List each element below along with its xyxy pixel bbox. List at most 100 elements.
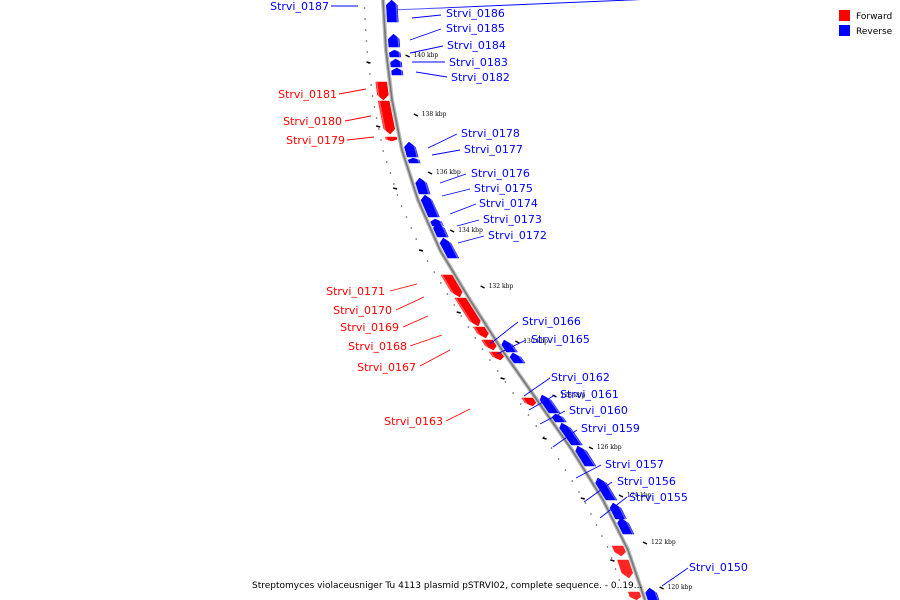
kbp-tick-label: 138 kbp [422,111,447,118]
kbp-tick-mark [427,171,433,175]
kbp-tick-mark [552,394,557,398]
gene-arrow-highlight [441,274,456,298]
kbp-tick-mark [514,340,520,344]
gene-arrow-highlight [396,0,573,11]
gene-arrow-highlight [385,136,388,142]
gene-label: Strvi_0161 [560,388,619,401]
kbp-tick-mark [405,54,410,58]
position-dot [375,117,378,119]
backbone-line [382,0,646,600]
position-dot [382,150,385,152]
backbone-layer [381,0,647,600]
gene-label-leader [661,567,689,587]
kbp-tick-mark [480,285,485,289]
gene-label: Strvi_0170 [333,304,392,317]
gene-label-leader [599,496,628,519]
gene-arrow [433,222,449,238]
gene-label-leader [439,173,467,184]
gene-arrow [420,194,440,218]
gene-arrow [415,177,431,195]
gene-label-leader [523,377,551,397]
gene-label: Strvi_0157 [605,458,664,471]
gene-arrow-highlight [473,326,482,339]
inner-tick [456,311,461,314]
gene-label: Strvi_0185 [446,22,505,35]
gene-arrow [617,559,634,579]
gene-arrow-highlight [395,0,399,23]
kbp-tick-label: 136 kbp [436,169,461,176]
kbp-tick-label: 126 kbp [597,444,622,451]
inner-tick [500,377,505,380]
kbp-tick-label: 128 kbp [561,392,586,399]
position-dot [453,304,456,306]
gene-arrow [595,477,618,501]
inner-tick [418,249,424,252]
gene-label: Strvi_0171 [326,285,385,298]
position-dots-layer [363,7,620,581]
gene-arrow [539,394,561,414]
position-dot [373,106,376,108]
gene-label-leader [346,136,375,141]
position-dot [512,392,514,394]
gene-label: Strvi_0181 [278,88,337,101]
kbp-tick-label: 140 kbp [414,52,439,59]
gene-label-leader [344,115,372,122]
gene-arrow [509,352,526,364]
gene-label-leader [449,203,477,215]
position-dot [610,557,613,559]
gene-label: Strvi_0178 [461,127,520,140]
gene-arrow-highlight [455,297,475,327]
gene-label: Strvi_0155 [629,491,688,504]
gene-label: Strvi_0159 [581,422,640,435]
gene-arrow [388,33,401,48]
gene-label: Strvi_0172 [488,229,547,242]
gene-label-leader [528,394,556,411]
position-dot [504,381,507,383]
position-dot [405,216,408,218]
kbp-tick-label: 120 kbp [668,584,693,591]
gene-arrow [575,445,597,467]
position-dot [527,414,530,416]
position-dot [410,227,413,229]
position-dot [496,370,499,372]
gene-arrow-highlight [376,81,380,101]
position-dot [590,513,592,515]
gene-label-leader [338,88,367,95]
gene-arrow-highlight [559,413,567,423]
gene-label-leader [575,464,602,479]
position-dot [365,29,367,31]
kbp-tick-mark [659,586,664,590]
gene-label: Strvi_0169 [340,321,399,334]
gene-arrow-highlight [653,587,659,600]
gene-arrow [521,397,537,407]
kbp-ticks-layer: 140 kbp 138 kbp 136 kbp 134 kbp 132 kbp 130 k… [405,52,693,591]
gene-label-leader [409,45,444,54]
gene-arrow-highlight [581,445,596,467]
genes-layer [375,0,660,600]
gene-label-leader [431,149,461,156]
gene-arrow-highlight [438,218,444,227]
position-dot [370,84,373,86]
gene-label: Strvi_0183 [449,56,508,69]
gene-arrow [488,351,505,361]
gene-arrow [375,81,389,101]
gene-arrow-highlight [521,397,529,407]
gene-label: Strvi_0180 [283,115,342,128]
gene-arrow [407,157,421,164]
gene-label-leader [415,71,448,78]
gene-label: Strvi_0177 [464,143,523,156]
gene-label: Strvi_0163 [384,415,443,428]
position-dot [440,282,442,284]
gene-arrow-highlight [416,157,420,164]
gene-arrow-highlight [545,394,560,414]
gene-label: Strvi_0160 [569,404,628,417]
gene-label: Strvi_0184 [447,39,506,52]
gene-label: Strvi_0174 [479,197,538,210]
gene-arrow [377,100,396,135]
position-dot [415,238,418,240]
map-caption: Streptomyces violaceusniger Tu 4113 plas… [252,581,642,591]
position-dot [481,348,484,350]
gene-label: Strvi_0173 [483,213,542,226]
legend-reverse-label: Reverse [856,27,893,37]
